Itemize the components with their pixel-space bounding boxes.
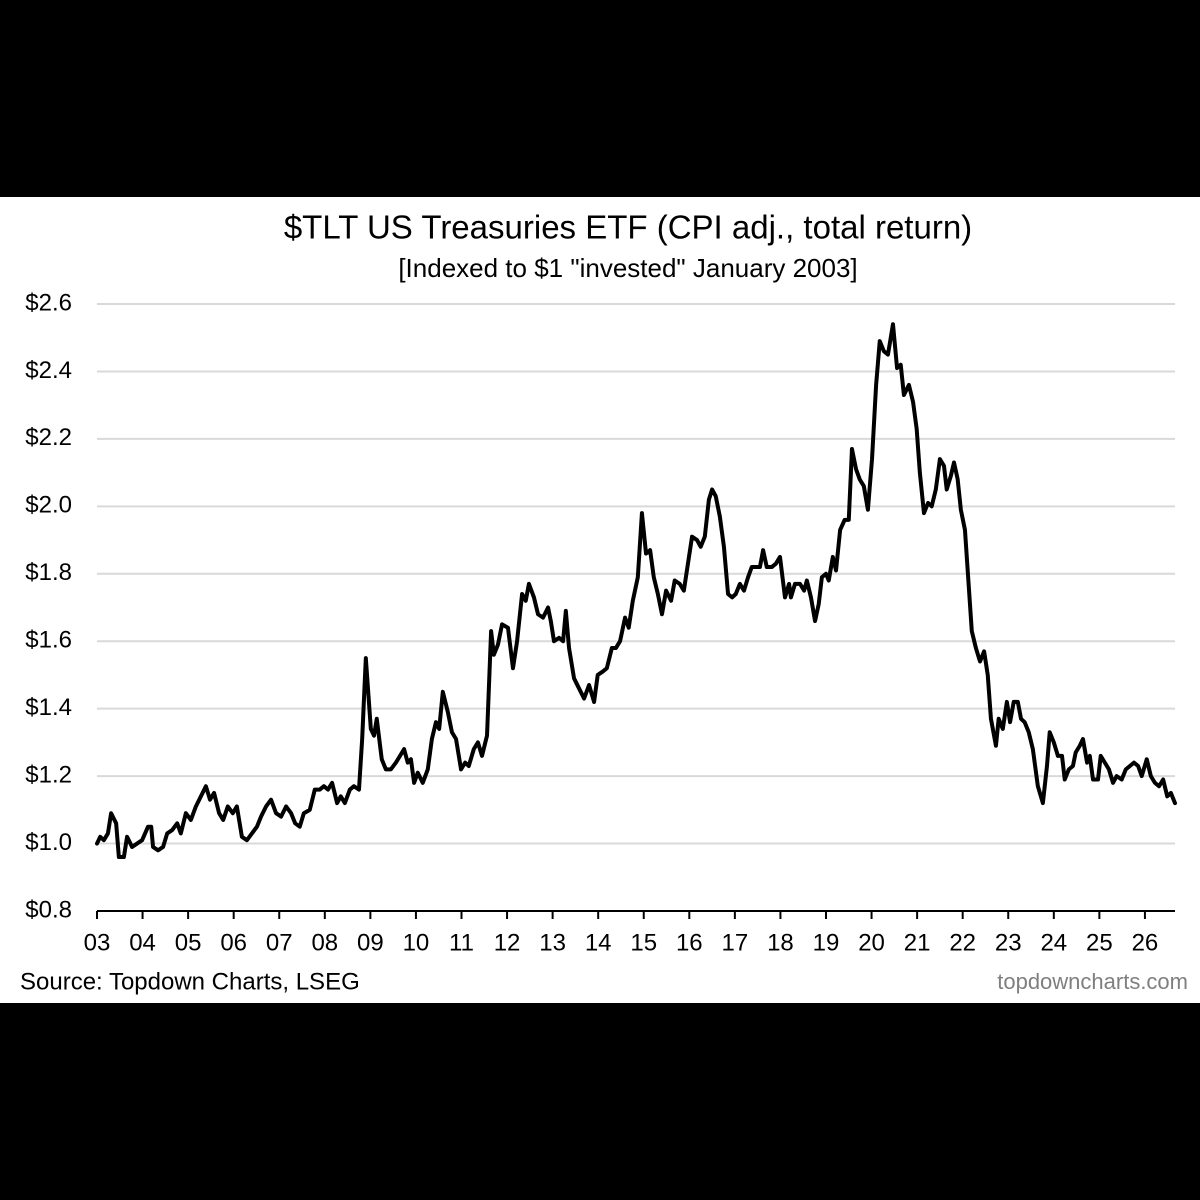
x-tick-label: 17 bbox=[722, 929, 749, 956]
x-tick-label: 11 bbox=[449, 929, 474, 956]
chart-title: $TLT US Treasuries ETF (CPI adj., total … bbox=[284, 209, 972, 246]
x-tick-label: 22 bbox=[949, 929, 976, 956]
x-tick-label: 08 bbox=[311, 929, 338, 956]
y-tick-label: $2.6 bbox=[25, 289, 72, 316]
watermark: topdowncharts.com bbox=[997, 969, 1188, 994]
x-tick-label: 04 bbox=[129, 929, 156, 956]
x-tick-label: 06 bbox=[220, 929, 247, 956]
y-tick-label: $1.4 bbox=[25, 694, 72, 721]
y-tick-label: $2.4 bbox=[25, 357, 72, 384]
x-tick-label: 12 bbox=[494, 929, 521, 956]
y-tick-label: $2.0 bbox=[25, 492, 72, 519]
x-tick-label: 23 bbox=[995, 929, 1022, 956]
data-line bbox=[95, 322, 1177, 860]
x-tick-label: 16 bbox=[676, 929, 703, 956]
x-tick-label: 19 bbox=[813, 929, 840, 956]
x-tick-label: 20 bbox=[858, 929, 885, 956]
y-tick-label: $1.0 bbox=[25, 829, 72, 856]
y-tick-label: $2.2 bbox=[25, 424, 72, 451]
x-tick-label: 03 bbox=[84, 929, 111, 956]
x-tick-label: 07 bbox=[266, 929, 293, 956]
chart-subtitle: [Indexed to $1 "invested" January 2003] bbox=[398, 253, 857, 283]
x-tick-label: 21 bbox=[904, 929, 931, 956]
source-note: Source: Topdown Charts, LSEG bbox=[20, 968, 360, 995]
x-tick-label: 15 bbox=[630, 929, 657, 956]
x-tick-label: 10 bbox=[403, 929, 430, 956]
y-tick-label: $1.8 bbox=[25, 559, 72, 586]
x-tick-label: 14 bbox=[585, 929, 612, 956]
x-tick-label: 18 bbox=[767, 929, 794, 956]
x-tick-label: 26 bbox=[1132, 929, 1159, 956]
y-tick-label: $1.6 bbox=[25, 627, 72, 654]
x-tick-label: 05 bbox=[175, 929, 202, 956]
x-tick-label: 09 bbox=[357, 929, 384, 956]
y-tick-label: $1.2 bbox=[25, 761, 72, 788]
chart-background bbox=[0, 197, 1200, 1003]
x-tick-label: 13 bbox=[539, 929, 566, 956]
y-tick-label: $0.8 bbox=[25, 896, 72, 923]
x-tick-label: 25 bbox=[1086, 929, 1113, 956]
x-tick-label: 24 bbox=[1040, 929, 1067, 956]
